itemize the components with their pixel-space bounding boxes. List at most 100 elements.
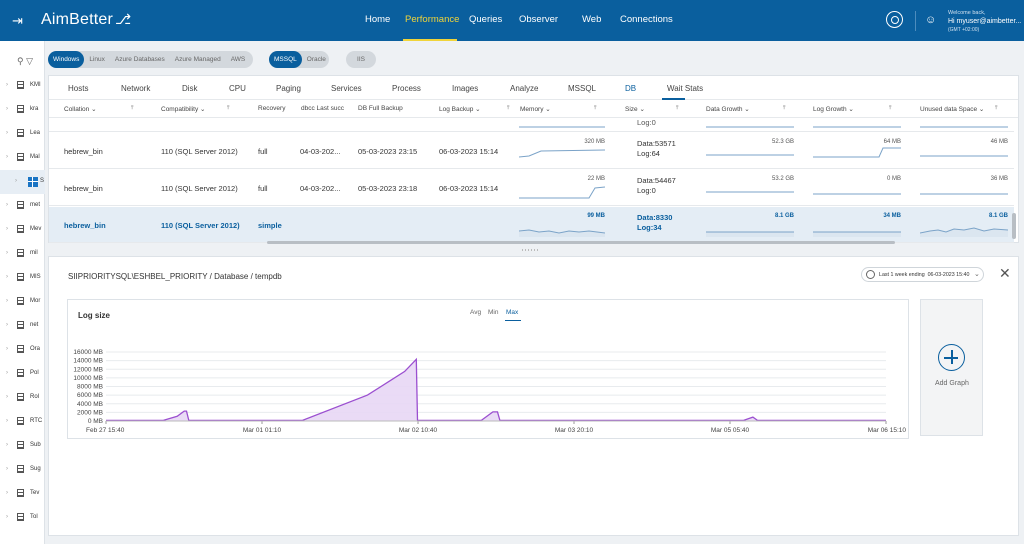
sidebar-item-tev[interactable]: › Tev: [0, 482, 45, 506]
sidebar-item-mal[interactable]: › Mal: [0, 146, 45, 170]
filter-mssql[interactable]: MSSQL: [269, 51, 302, 68]
time-range-selector[interactable]: Last 1 week ending 06-03-2023 15:40 ⌄: [861, 267, 984, 282]
sidebar-item-net[interactable]: › net: [0, 314, 45, 338]
sidebar-item-mev[interactable]: › Mev: [0, 218, 45, 242]
user-icon[interactable]: ☺: [925, 14, 937, 26]
expand-arrow-icon[interactable]: ›: [6, 346, 8, 352]
pin-icon[interactable]: ⫯: [889, 105, 892, 111]
close-icon[interactable]: ✕: [999, 265, 1011, 281]
tab-process[interactable]: Process: [392, 84, 421, 93]
add-graph-button[interactable]: Add Graph: [920, 299, 983, 436]
expand-arrow-icon[interactable]: ›: [15, 178, 17, 184]
nav-connections[interactable]: Connections: [620, 14, 673, 25]
nav-web[interactable]: Web: [582, 14, 602, 25]
sidebar-item-mil[interactable]: › mil: [0, 242, 45, 266]
table-row[interactable]: hebrew_bin 110 (SQL Server 2012) full 04-03…: [49, 170, 1014, 206]
expand-arrow-icon[interactable]: ›: [6, 514, 8, 520]
expand-arrow-icon[interactable]: ›: [6, 298, 8, 304]
table-row-partial[interactable]: Log:0: [49, 118, 1014, 132]
tab-mssql[interactable]: MSSQL: [568, 84, 597, 93]
nav-home[interactable]: Home: [365, 14, 391, 25]
expand-arrow-icon[interactable]: ›: [6, 82, 8, 88]
tab-paging[interactable]: Paging: [276, 84, 301, 93]
tab-network[interactable]: Network: [121, 84, 151, 93]
expand-arrow-icon[interactable]: ›: [6, 130, 8, 136]
user-greeting[interactable]: Hi myuser@aimbetter...: [948, 18, 1022, 25]
horizontal-scrollbar[interactable]: [267, 241, 895, 244]
tab-disk[interactable]: Disk: [182, 84, 198, 93]
expand-arrow-icon[interactable]: ›: [6, 226, 8, 232]
sidebar-item-met[interactable]: › met: [0, 194, 45, 218]
filter-linux[interactable]: Linux: [89, 56, 105, 63]
nav-queries[interactable]: Queries: [469, 14, 503, 25]
agg-min-button[interactable]: Min: [488, 309, 499, 316]
pin-icon[interactable]: ⫯: [995, 105, 998, 111]
tab-wait-stats[interactable]: Wait Stats: [667, 84, 704, 93]
table-row[interactable]: hebrew_bin 110 (SQL Server 2012) simple 99 …: [49, 207, 1014, 243]
pin-icon[interactable]: ⫯: [227, 105, 230, 111]
filter-oracle[interactable]: Oracle: [306, 56, 326, 63]
filter-azure-managed[interactable]: Azure Managed: [174, 56, 221, 63]
vertical-scrollbar[interactable]: [1012, 213, 1016, 239]
table-row[interactable]: hebrew_bin 110 (SQL Server 2012) full 04-03…: [49, 133, 1014, 169]
pin-icon[interactable]: ⫯: [594, 105, 597, 111]
column-header[interactable]: Log Backup ⌄: [439, 105, 481, 113]
sidebar-item-sub[interactable]: › Sub: [0, 434, 45, 458]
tab-analyze[interactable]: Analyze: [510, 84, 539, 93]
column-header[interactable]: Log Growth ⌄: [813, 105, 854, 113]
pin-icon[interactable]: ⫯: [507, 105, 510, 111]
column-header[interactable]: Recovery: [258, 105, 285, 112]
sidebar-item-tol[interactable]: › Tol: [0, 506, 45, 530]
sidebar-item-rol[interactable]: › Rol: [0, 386, 45, 410]
expand-arrow-icon[interactable]: ›: [6, 250, 8, 256]
sidebar-item-lea[interactable]: › Lea: [0, 122, 45, 146]
sidebar-item-ora[interactable]: › Ora: [0, 338, 45, 362]
nav-performance[interactable]: Performance: [405, 14, 460, 25]
column-header[interactable]: Unused data Space ⌄: [920, 105, 984, 113]
column-header[interactable]: Memory ⌄: [520, 105, 551, 113]
filter-aws[interactable]: AWS: [230, 56, 246, 63]
filter-windows[interactable]: Windows: [48, 51, 85, 68]
sidebar-item-sug[interactable]: › Sug: [0, 458, 45, 482]
expand-arrow-icon[interactable]: ›: [6, 322, 8, 328]
column-header[interactable]: Size ⌄: [625, 105, 645, 113]
pin-icon[interactable]: ⫯: [783, 105, 786, 111]
settings-gear-icon[interactable]: [886, 11, 903, 28]
agg-max-button[interactable]: Max: [506, 309, 519, 316]
nav-observer[interactable]: Observer: [519, 14, 559, 25]
column-header[interactable]: Data Growth ⌄: [706, 105, 750, 113]
tab-images[interactable]: Images: [452, 84, 479, 93]
expand-arrow-icon[interactable]: ›: [6, 154, 8, 160]
filter-azure-databases[interactable]: Azure Databases: [114, 56, 165, 63]
sidebar-item-mis[interactable]: › MIS: [0, 266, 45, 290]
expand-arrow-icon[interactable]: ›: [6, 106, 8, 112]
sidebar-item-mor[interactable]: › Mor: [0, 290, 45, 314]
filter-icon[interactable]: ▽: [26, 56, 34, 66]
resize-handle[interactable]: [522, 249, 540, 251]
expand-arrow-icon[interactable]: ›: [6, 394, 8, 400]
expand-arrow-icon[interactable]: ›: [6, 202, 8, 208]
sidebar-item-s[interactable]: › S: [0, 170, 45, 194]
expand-arrow-icon[interactable]: ›: [6, 466, 8, 472]
sidebar-toggle-icon[interactable]: ⇥: [12, 13, 23, 28]
expand-arrow-icon[interactable]: ›: [6, 490, 8, 496]
column-header[interactable]: Collation ⌄: [64, 105, 97, 113]
pin-icon[interactable]: ⫯: [676, 105, 679, 111]
column-header[interactable]: DB Full Backup: [358, 105, 403, 112]
expand-arrow-icon[interactable]: ›: [6, 274, 8, 280]
search-icon[interactable]: ⚲: [17, 56, 24, 66]
sidebar-item-kra[interactable]: › kra: [0, 98, 45, 122]
column-header[interactable]: dbcc Last succ: [301, 105, 344, 112]
sidebar-item-pol[interactable]: › Pol: [0, 362, 45, 386]
app-logo[interactable]: AimBetter ⎇: [41, 11, 131, 29]
tab-hosts[interactable]: Hosts: [68, 84, 89, 93]
pin-icon[interactable]: ⫯: [131, 105, 134, 111]
filter-iis[interactable]: IIS: [357, 56, 365, 63]
sidebar-item-rtc[interactable]: › RTC: [0, 410, 45, 434]
column-header[interactable]: Compatibility ⌄: [161, 105, 205, 113]
tab-db[interactable]: DB: [625, 84, 637, 93]
tab-cpu[interactable]: CPU: [229, 84, 246, 93]
expand-arrow-icon[interactable]: ›: [6, 418, 8, 424]
agg-avg-button[interactable]: Avg: [470, 309, 482, 316]
expand-arrow-icon[interactable]: ›: [6, 370, 8, 376]
